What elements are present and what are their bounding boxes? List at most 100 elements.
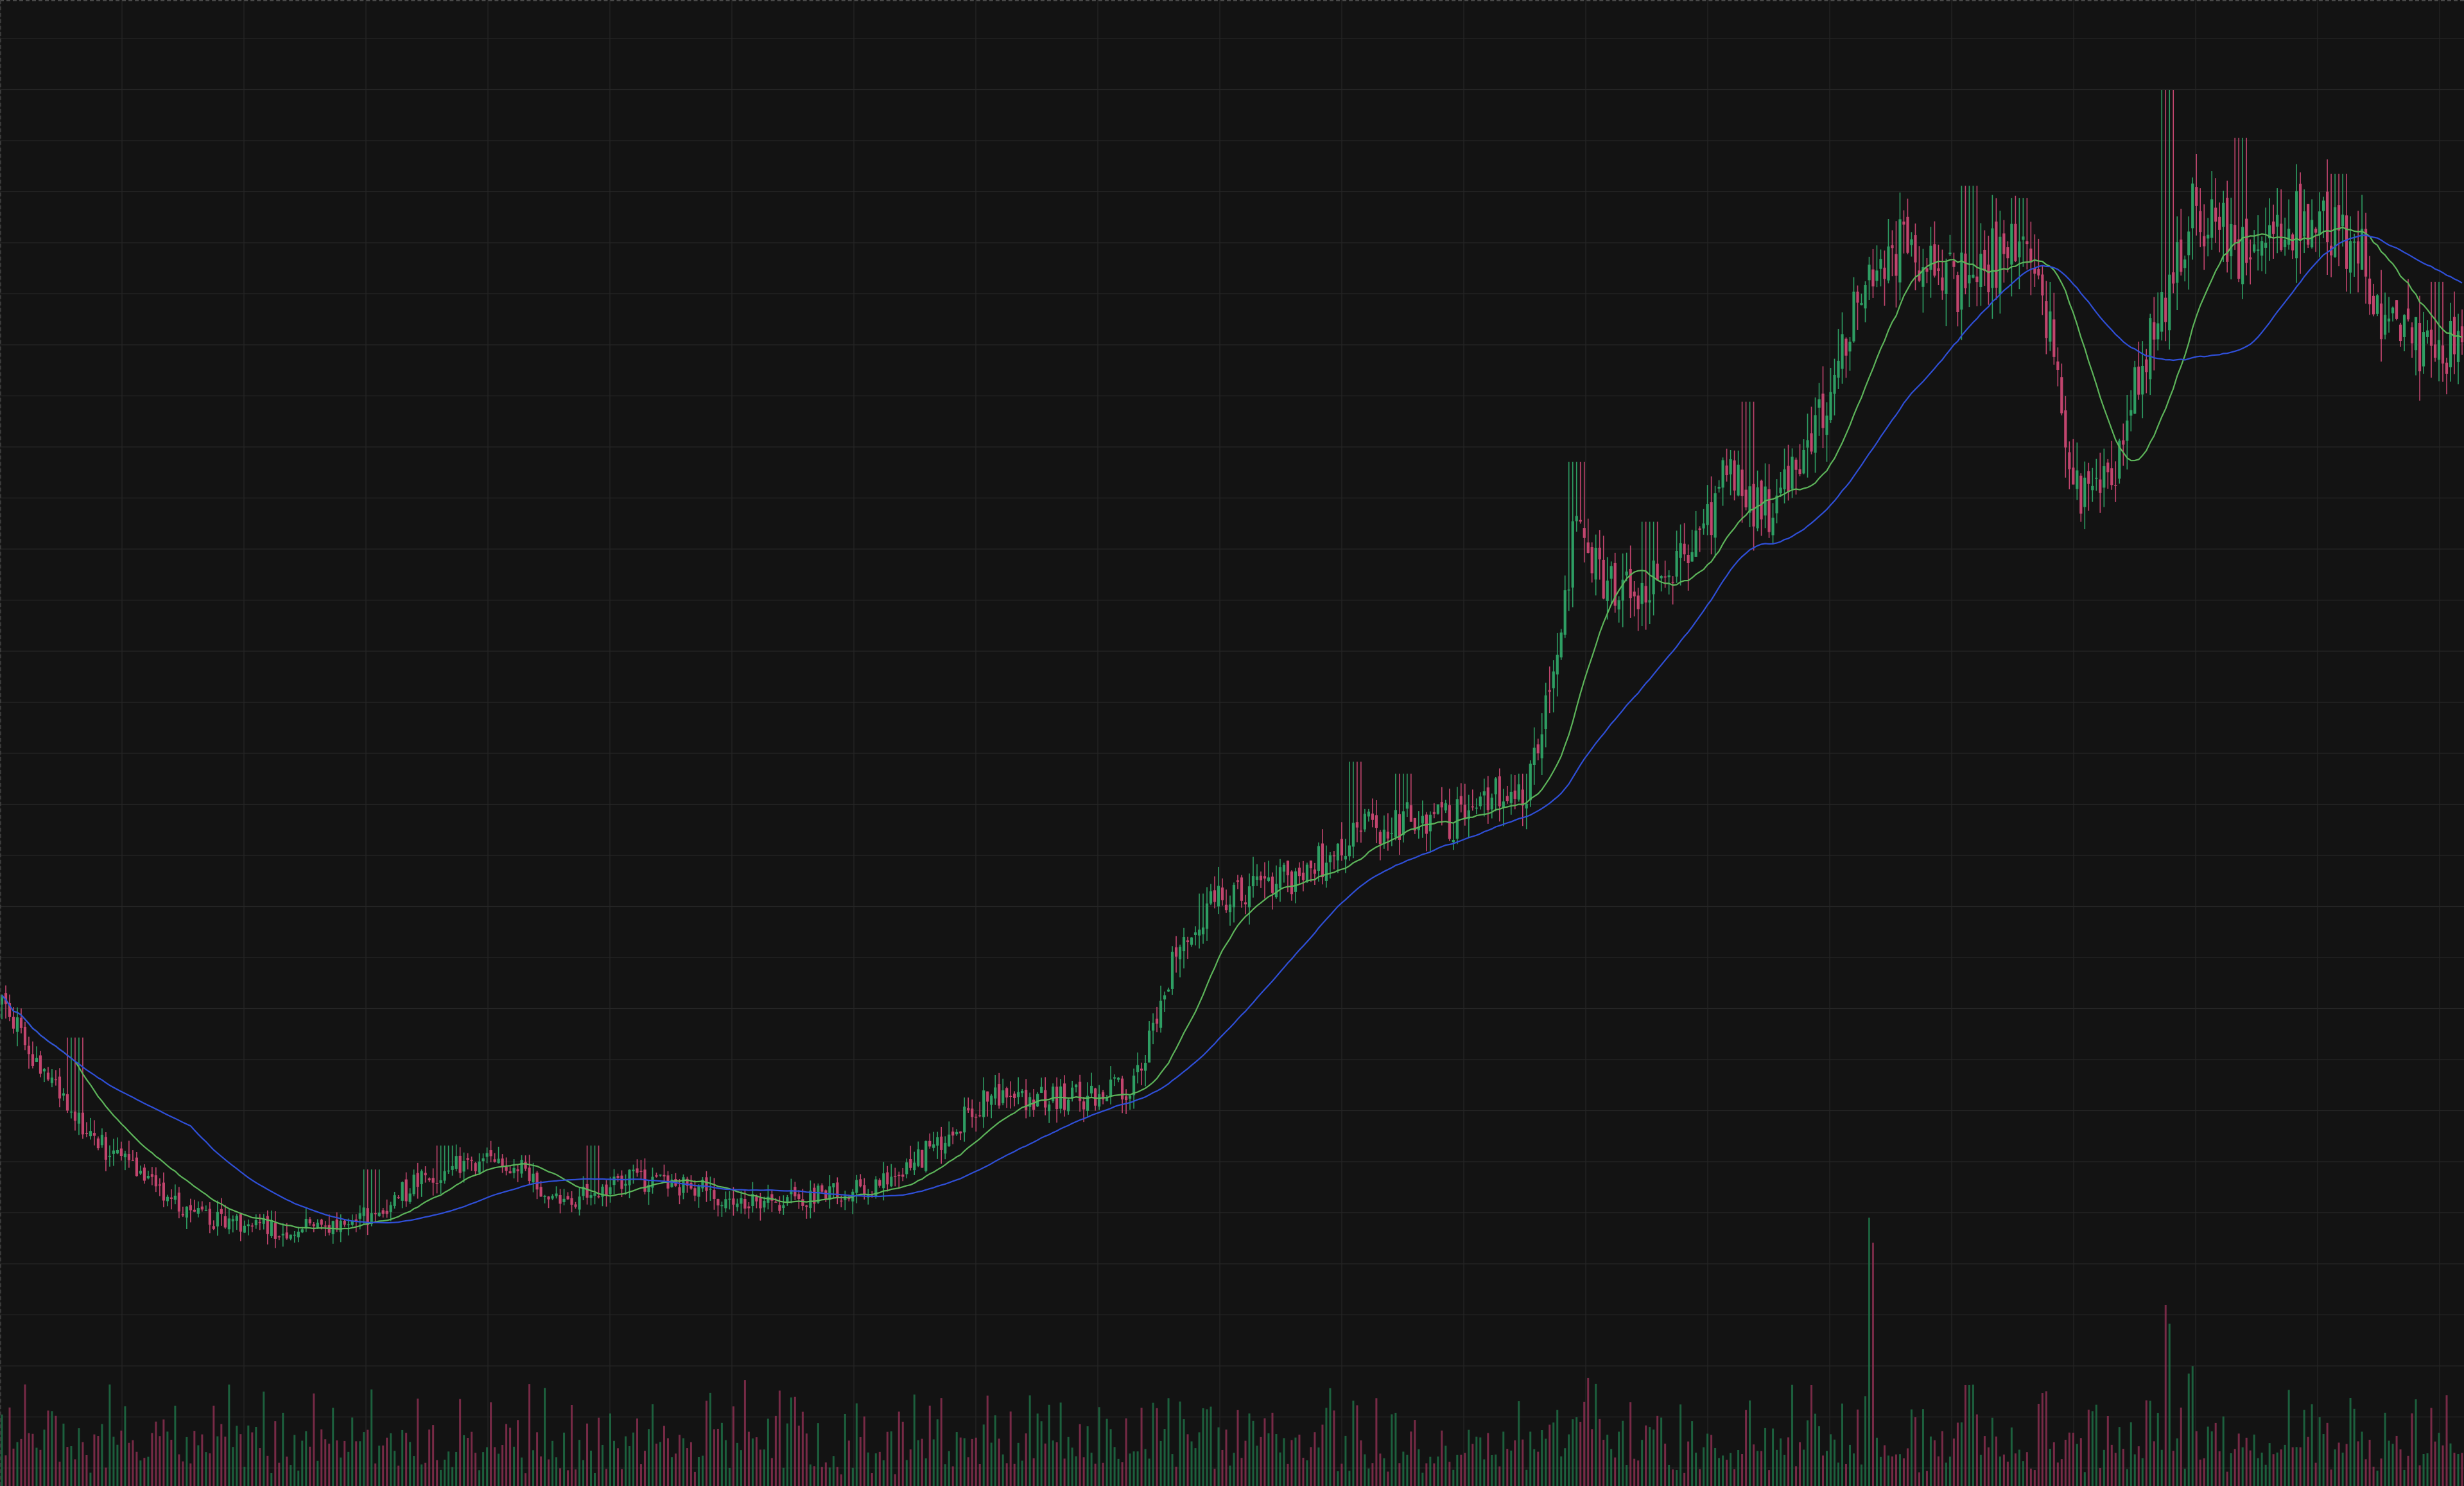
candle-up bbox=[924, 1140, 928, 1173]
candle-body bbox=[2284, 240, 2287, 247]
volume-bar bbox=[740, 1450, 742, 1486]
candles bbox=[0, 90, 2464, 1248]
volume-bar bbox=[1125, 1418, 1127, 1486]
candle-body bbox=[1956, 275, 1959, 313]
candle-body bbox=[331, 1221, 334, 1234]
volume-bar bbox=[151, 1433, 153, 1486]
volume-bar bbox=[682, 1438, 684, 1486]
candle-body bbox=[901, 1175, 905, 1177]
volume-bar bbox=[1475, 1437, 1478, 1486]
candle-body bbox=[420, 1171, 423, 1185]
candle-body bbox=[1159, 1001, 1163, 1028]
candle-up bbox=[146, 1171, 150, 1180]
candle-up bbox=[562, 1189, 566, 1205]
volume-bar bbox=[2249, 1450, 2251, 1486]
candle-down bbox=[1259, 871, 1263, 888]
volume-bar bbox=[62, 1423, 65, 1486]
volume-bar bbox=[747, 1431, 750, 1486]
volume-bar bbox=[959, 1437, 962, 1486]
candle-body bbox=[2449, 320, 2452, 367]
candle-up bbox=[2022, 198, 2025, 267]
candle-body bbox=[1170, 952, 1174, 989]
volume-bar bbox=[2345, 1444, 2348, 1486]
candle-body bbox=[2414, 317, 2418, 351]
candle-body bbox=[1498, 776, 1501, 807]
volume-bar bbox=[1868, 1218, 1870, 1486]
volume-bar bbox=[1410, 1431, 1412, 1486]
volume-bar bbox=[1848, 1444, 1851, 1486]
candle-body bbox=[1975, 276, 1979, 283]
volume-bar bbox=[2280, 1449, 2282, 1486]
volume-bar bbox=[1094, 1464, 1097, 1486]
volume-bar bbox=[1803, 1449, 1805, 1486]
volume-bar bbox=[2364, 1459, 2367, 1486]
volume-bar bbox=[1067, 1437, 1070, 1486]
candle-body bbox=[1201, 927, 1205, 934]
candle-down bbox=[1448, 789, 1451, 841]
candle-down bbox=[1683, 523, 1686, 561]
volume-bar bbox=[1367, 1468, 1370, 1486]
candle-up bbox=[1717, 480, 1721, 493]
volume-bar bbox=[336, 1440, 338, 1486]
candle-body bbox=[1071, 1087, 1074, 1098]
volume-bar bbox=[236, 1426, 238, 1486]
candle-down bbox=[54, 1070, 58, 1086]
candle-body bbox=[713, 1190, 716, 1200]
candle-down bbox=[2052, 292, 2056, 365]
candle-up bbox=[485, 1147, 489, 1164]
candle-body bbox=[797, 1194, 801, 1199]
candle-down bbox=[2172, 90, 2175, 293]
volume-bar bbox=[282, 1412, 284, 1486]
candle-up bbox=[1390, 817, 1393, 846]
volume-bar bbox=[670, 1457, 673, 1486]
candle-down bbox=[1644, 521, 1647, 630]
volume-bar bbox=[578, 1440, 581, 1486]
volume-bar bbox=[1683, 1473, 1686, 1486]
candle-down bbox=[1598, 530, 1601, 580]
candle-body bbox=[1313, 869, 1317, 874]
candle-down bbox=[2299, 172, 2302, 274]
candle-up bbox=[1517, 773, 1520, 802]
volume-bar bbox=[1186, 1434, 1189, 1486]
candle-body bbox=[724, 1199, 727, 1209]
volume-bar bbox=[2195, 1431, 2198, 1486]
candle-up bbox=[1887, 219, 1890, 284]
candle-up bbox=[2133, 360, 2137, 414]
candle-down bbox=[397, 1194, 400, 1199]
volume-bar bbox=[1375, 1398, 1378, 1486]
candle-body bbox=[1282, 864, 1286, 872]
candle-body bbox=[855, 1180, 858, 1193]
volume-bar bbox=[1830, 1434, 1832, 1486]
candle-up bbox=[2130, 390, 2133, 432]
volume-bar bbox=[770, 1458, 773, 1486]
candle-down bbox=[797, 1190, 801, 1209]
candle-up bbox=[882, 1162, 885, 1201]
volume-bar bbox=[602, 1444, 604, 1486]
volume-bar bbox=[290, 1465, 292, 1486]
candle-body bbox=[2014, 223, 2017, 261]
candle-body bbox=[1044, 1090, 1047, 1108]
candle-down bbox=[104, 1132, 108, 1171]
volume-bar bbox=[471, 1431, 473, 1486]
candle-body bbox=[2164, 297, 2167, 322]
candle-body bbox=[1209, 891, 1213, 904]
candle-body bbox=[655, 1175, 658, 1177]
candle-body bbox=[200, 1206, 204, 1210]
candle-down bbox=[998, 1072, 1001, 1109]
candle-body bbox=[23, 1026, 27, 1045]
volume-bar bbox=[440, 1469, 442, 1486]
candle-body bbox=[1013, 1093, 1016, 1098]
candle-body bbox=[601, 1186, 604, 1197]
volume-bar bbox=[1533, 1449, 1536, 1486]
volume-bar bbox=[317, 1460, 319, 1486]
volume-bar bbox=[2110, 1444, 2113, 1486]
candle-body bbox=[46, 1072, 50, 1080]
candle-down bbox=[27, 1036, 31, 1069]
candle-up bbox=[1860, 293, 1863, 306]
candle-body bbox=[1197, 929, 1201, 936]
volume-bar bbox=[639, 1464, 642, 1486]
candle-body bbox=[273, 1223, 277, 1239]
